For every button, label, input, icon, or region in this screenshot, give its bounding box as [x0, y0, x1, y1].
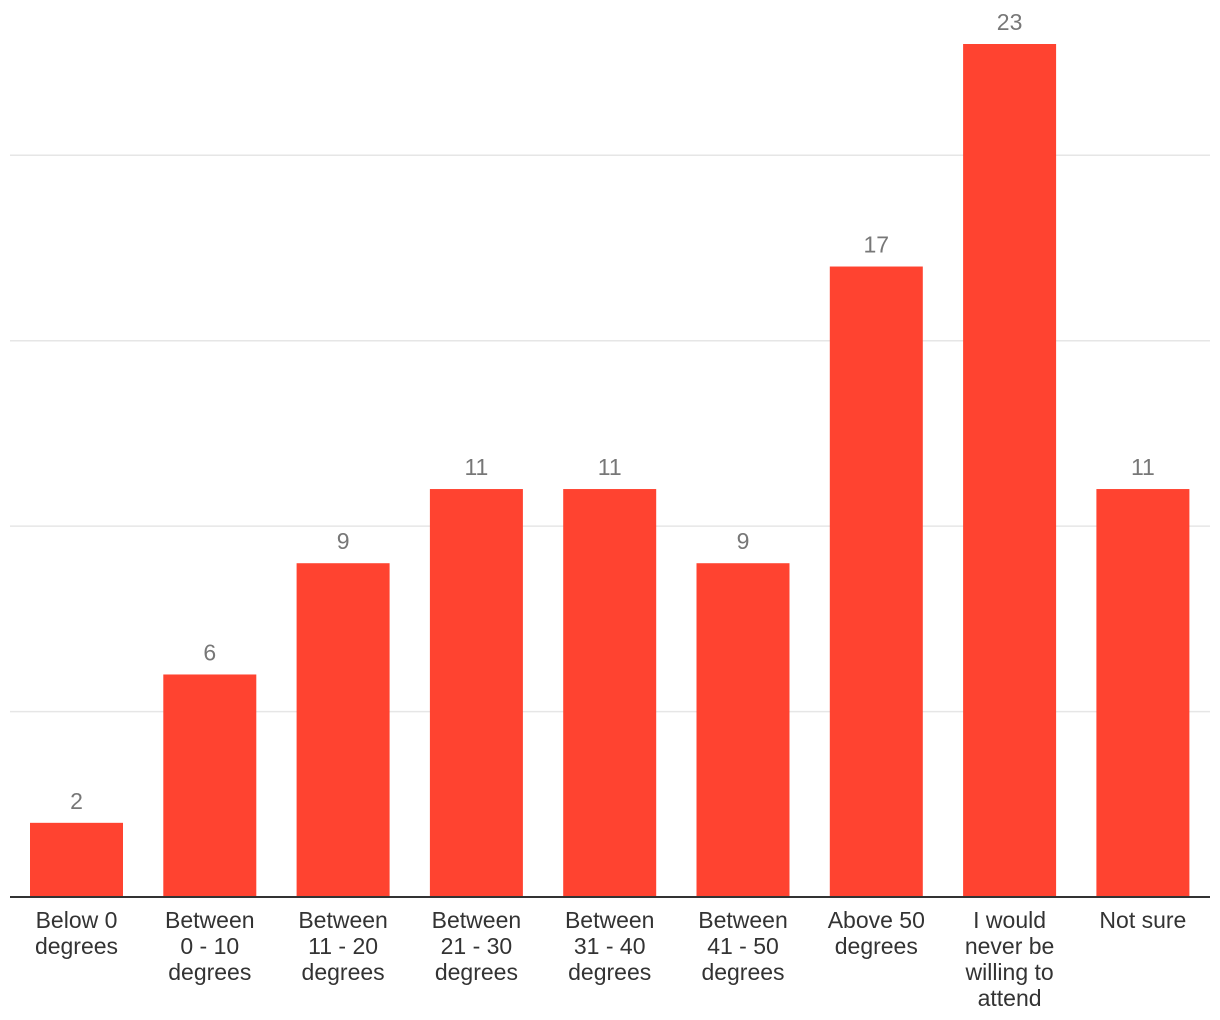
bar: [163, 674, 257, 897]
category-label-line: Between: [165, 907, 255, 933]
category-label-line: Between: [698, 907, 788, 933]
bar: [1096, 489, 1190, 897]
category-label-line: 41 - 50: [707, 933, 779, 959]
bars: [30, 44, 1190, 897]
category-label: Above 50 degrees: [828, 907, 925, 959]
category-label: Not sure: [1099, 907, 1186, 933]
bar: [296, 563, 390, 897]
bar: [696, 563, 790, 897]
category-label: I would never be willing to attend: [964, 907, 1054, 1011]
bar-value-label: 23: [997, 9, 1023, 35]
category-label-line: degrees: [35, 933, 118, 959]
bar-value-label: 11: [1131, 454, 1155, 480]
category-label-line: Between: [432, 907, 522, 933]
category-label-line: Below 0: [36, 907, 118, 933]
category-label-line: 0 - 10: [180, 933, 239, 959]
category-label: Between 11 - 20 degrees: [298, 907, 388, 985]
value-labels: 2 6 9 11 11 9 17 23 11: [70, 9, 1155, 814]
bar-value-label: 9: [337, 528, 350, 554]
bar: [429, 489, 523, 897]
category-label-line: never be: [965, 933, 1055, 959]
category-label: Between 31 - 40 degrees: [565, 907, 655, 985]
category-label-line: 31 - 40: [574, 933, 646, 959]
bar-value-label: 17: [864, 232, 890, 258]
category-label-line: 11 - 20: [308, 933, 378, 959]
bar: [963, 44, 1057, 897]
category-label-line: degrees: [435, 959, 518, 985]
category-label-line: willing to: [964, 959, 1053, 985]
category-label: Between 0 - 10 degrees: [165, 907, 255, 985]
category-label-line: degrees: [701, 959, 784, 985]
bar-value-label: 2: [70, 788, 83, 814]
bar-value-label: 9: [737, 528, 750, 554]
category-label: Below 0 degrees: [35, 907, 118, 959]
bar: [563, 489, 657, 897]
bar-value-label: 11: [464, 454, 488, 480]
bar-value-label: 11: [598, 454, 622, 480]
category-label-line: Between: [298, 907, 388, 933]
category-label-line: Above 50: [828, 907, 925, 933]
category-label-line: 21 - 30: [441, 933, 513, 959]
category-label: Between 21 - 30 degrees: [432, 907, 522, 985]
category-label-line: Between: [565, 907, 655, 933]
bar: [30, 822, 123, 897]
category-label: Between 41 - 50 degrees: [698, 907, 788, 985]
category-label-line: degrees: [568, 959, 651, 985]
bar: [829, 266, 923, 897]
category-label-line: attend: [978, 985, 1042, 1011]
category-label-line: I would: [973, 907, 1046, 933]
category-label-line: Not sure: [1099, 907, 1186, 933]
category-label-line: degrees: [168, 959, 251, 985]
category-label-line: degrees: [302, 959, 385, 985]
category-label-line: degrees: [835, 933, 918, 959]
bar-value-label: 6: [203, 639, 216, 665]
